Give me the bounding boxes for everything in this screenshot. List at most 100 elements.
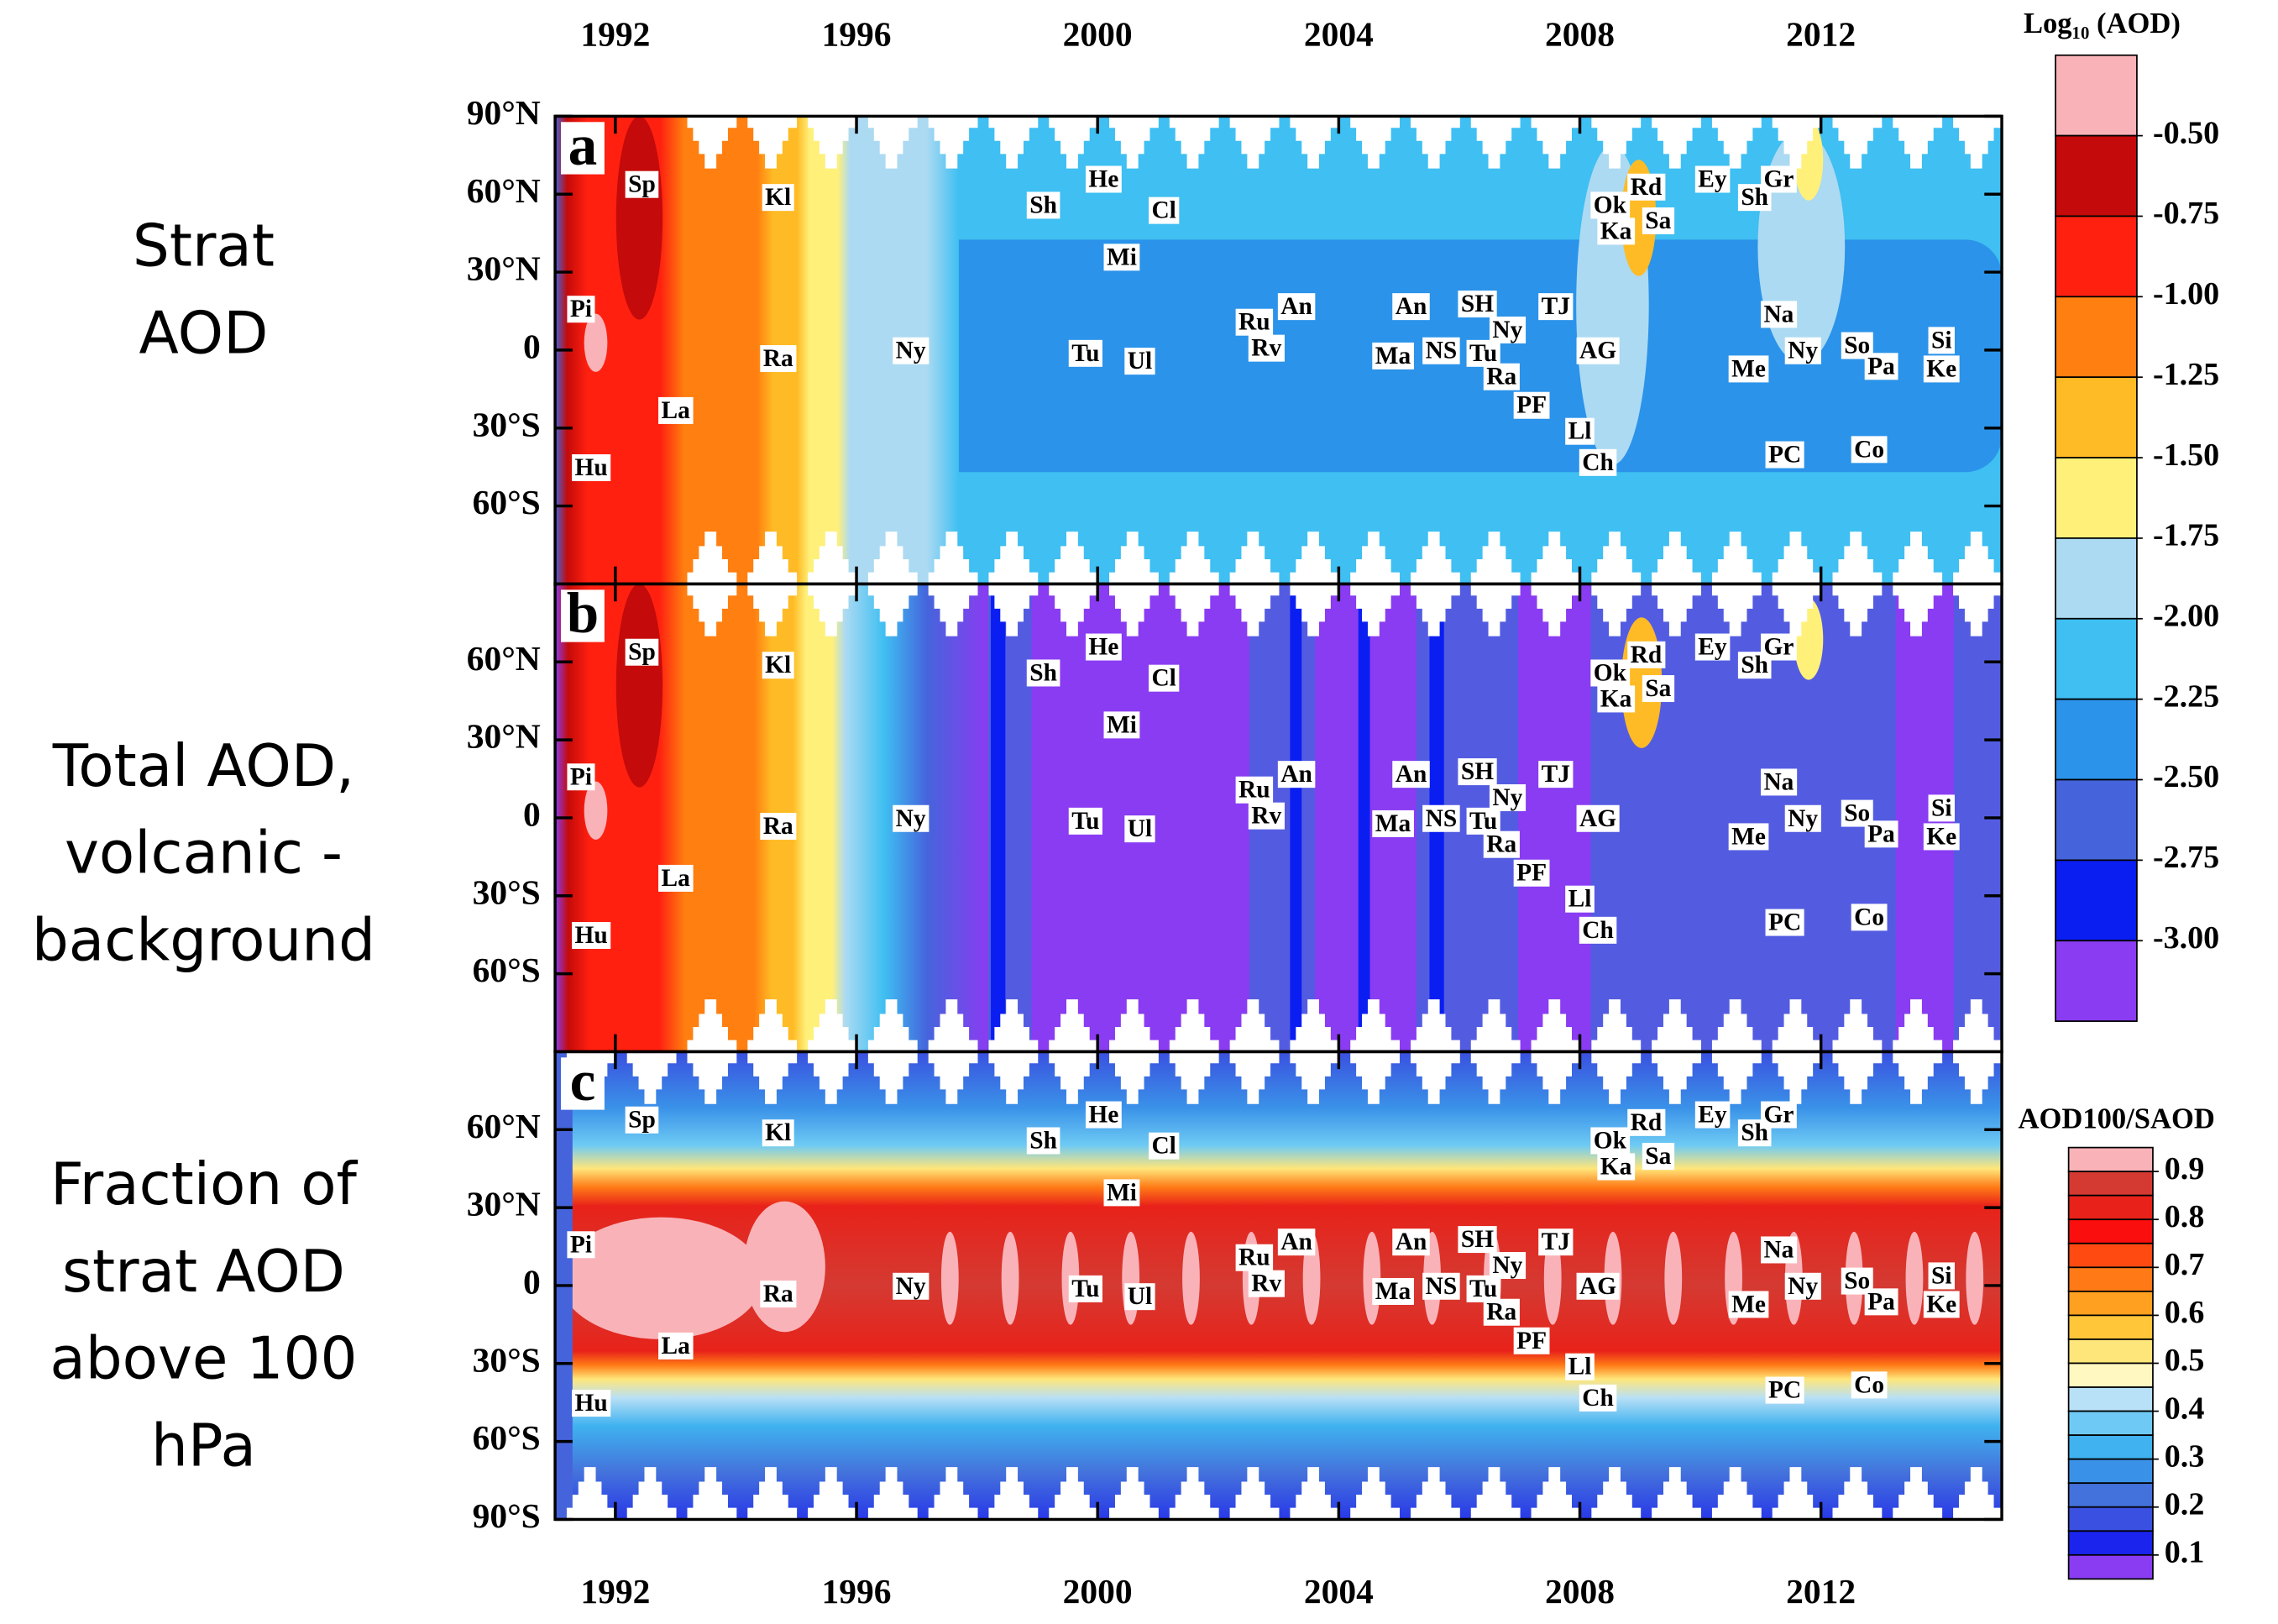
volcano-label-box xyxy=(1928,1262,1955,1290)
volcano-label-box xyxy=(1642,1143,1675,1171)
volcano-label-box xyxy=(1538,1228,1574,1256)
volcano-name: Pi xyxy=(570,1231,592,1258)
volcano-label-box xyxy=(1576,1272,1620,1300)
y-tick-label: 30°N xyxy=(467,717,541,756)
volcano-label: Ny xyxy=(1489,316,1527,343)
volcano-name: La xyxy=(662,1333,691,1359)
mask-tooth xyxy=(1169,116,1219,169)
volcano-label: Sh xyxy=(1026,659,1060,687)
volcano-label-box xyxy=(1565,885,1595,913)
volcano-label-box xyxy=(1642,675,1675,703)
mask-tooth xyxy=(1350,999,1401,1052)
volcano-label-box xyxy=(1765,1376,1804,1404)
volcano-label-box xyxy=(1761,1101,1797,1129)
volcano-label-box xyxy=(625,170,659,198)
volcano-name: Pi xyxy=(570,763,592,790)
volcano-label-box xyxy=(1513,1327,1550,1354)
volcano-label-box xyxy=(1765,441,1804,469)
mask-tooth xyxy=(1169,584,1219,637)
volcano-label: Pa xyxy=(1864,353,1898,380)
mask-tooth xyxy=(1893,532,1943,584)
volcano-name: Ka xyxy=(1600,685,1632,712)
volcano-label-box xyxy=(1068,1275,1102,1302)
volcano-name: Hu xyxy=(575,454,608,481)
volcano-name: Ra xyxy=(763,1281,793,1307)
volcano-label: Si xyxy=(1928,1262,1955,1290)
mask-tooth xyxy=(1229,999,1280,1052)
volcano-label-box xyxy=(625,1106,659,1134)
volcano-label: An xyxy=(1277,293,1316,321)
volcano-label-box xyxy=(1489,784,1527,812)
volcano-label-box xyxy=(1923,823,1960,851)
volcano-label-box xyxy=(1458,758,1497,786)
x-tick-label: 1992 xyxy=(580,1572,650,1611)
volcano-name: Ll xyxy=(1568,418,1592,445)
volcano-label-box xyxy=(1851,1371,1888,1399)
mask-tooth xyxy=(1350,116,1401,169)
x-tick-label: 2004 xyxy=(1304,1572,1374,1611)
mask-tooth xyxy=(1652,116,1701,169)
volcano-name: Rv xyxy=(1251,803,1281,830)
volcano-name: Ny xyxy=(1492,1252,1522,1279)
mask-tooth xyxy=(1049,532,1099,584)
volcano-label: Ok xyxy=(1590,659,1631,687)
volcano-label: Cl xyxy=(1149,196,1180,224)
volcano-name: Me xyxy=(1731,355,1766,382)
volcano-label: Ka xyxy=(1597,217,1636,245)
volcano-label-box xyxy=(1642,207,1675,235)
colorbar-label: -1.50 xyxy=(2153,437,2219,473)
volcano-label-box xyxy=(1372,1277,1414,1305)
mask-tooth xyxy=(1290,532,1340,584)
colorbar-box xyxy=(2055,457,2138,539)
volcano-label: Me xyxy=(1728,355,1769,383)
volcano-name: TJ xyxy=(1542,293,1570,320)
mask-tooth xyxy=(687,532,737,584)
volcano-label-box xyxy=(1627,1108,1666,1136)
volcano-label-box xyxy=(658,396,694,424)
volcano-label-box xyxy=(762,184,794,212)
volcano-label-box xyxy=(625,638,659,666)
volcano-label: Ka xyxy=(1597,1153,1636,1181)
volcano-label: La xyxy=(658,864,694,892)
mask-tooth xyxy=(1229,532,1280,584)
volcano-label-box xyxy=(1235,776,1274,804)
volcano-label-box xyxy=(1694,1101,1731,1129)
panel-label-box xyxy=(561,589,605,642)
volcano-label: An xyxy=(1277,761,1316,788)
volcano-label-box xyxy=(1590,1127,1631,1155)
volcano-label: Ru xyxy=(1235,776,1274,804)
volcano-label: Sp xyxy=(625,1106,659,1134)
volcano-label: Mi xyxy=(1103,244,1140,271)
mask-tooth xyxy=(1109,1467,1159,1520)
volcano-name: TJ xyxy=(1542,1228,1570,1255)
colorbar-box xyxy=(2055,54,2138,137)
mask-tooth xyxy=(1470,999,1521,1052)
mask-tooth xyxy=(1832,1051,1883,1104)
mask-tooth xyxy=(808,999,857,1052)
mask-tooth xyxy=(1953,999,2003,1052)
mask-tooth xyxy=(988,999,1039,1052)
volcano-name: Cl xyxy=(1151,1133,1176,1160)
x-tick-label: 1996 xyxy=(822,1572,892,1611)
volcano-label-box xyxy=(1248,1270,1285,1297)
volcano-label: Kl xyxy=(762,652,794,679)
mask-tooth xyxy=(1350,1051,1401,1104)
mask-tooth xyxy=(747,999,798,1052)
panel-label: b xyxy=(567,580,599,645)
mask-tooth xyxy=(988,116,1039,169)
volcano-name: Ma xyxy=(1375,343,1411,369)
volcano-label: Ra xyxy=(1483,363,1520,390)
volcano-label-box xyxy=(1466,807,1500,835)
volcano-label-box xyxy=(1248,802,1285,830)
volcano-label: Ul xyxy=(1124,348,1155,375)
mask-tooth xyxy=(687,584,737,637)
mask-tooth xyxy=(1953,1051,2003,1104)
row-label: Fraction of xyxy=(50,1151,358,1218)
mask-tooth xyxy=(1711,1467,1762,1520)
volcano-label: TJ xyxy=(1538,1228,1574,1256)
volcano-label: An xyxy=(1277,1228,1316,1256)
volcano-label-box xyxy=(1483,1298,1520,1326)
volcano-name: Ok xyxy=(1594,659,1627,686)
volcano-name: Ul xyxy=(1128,348,1152,375)
